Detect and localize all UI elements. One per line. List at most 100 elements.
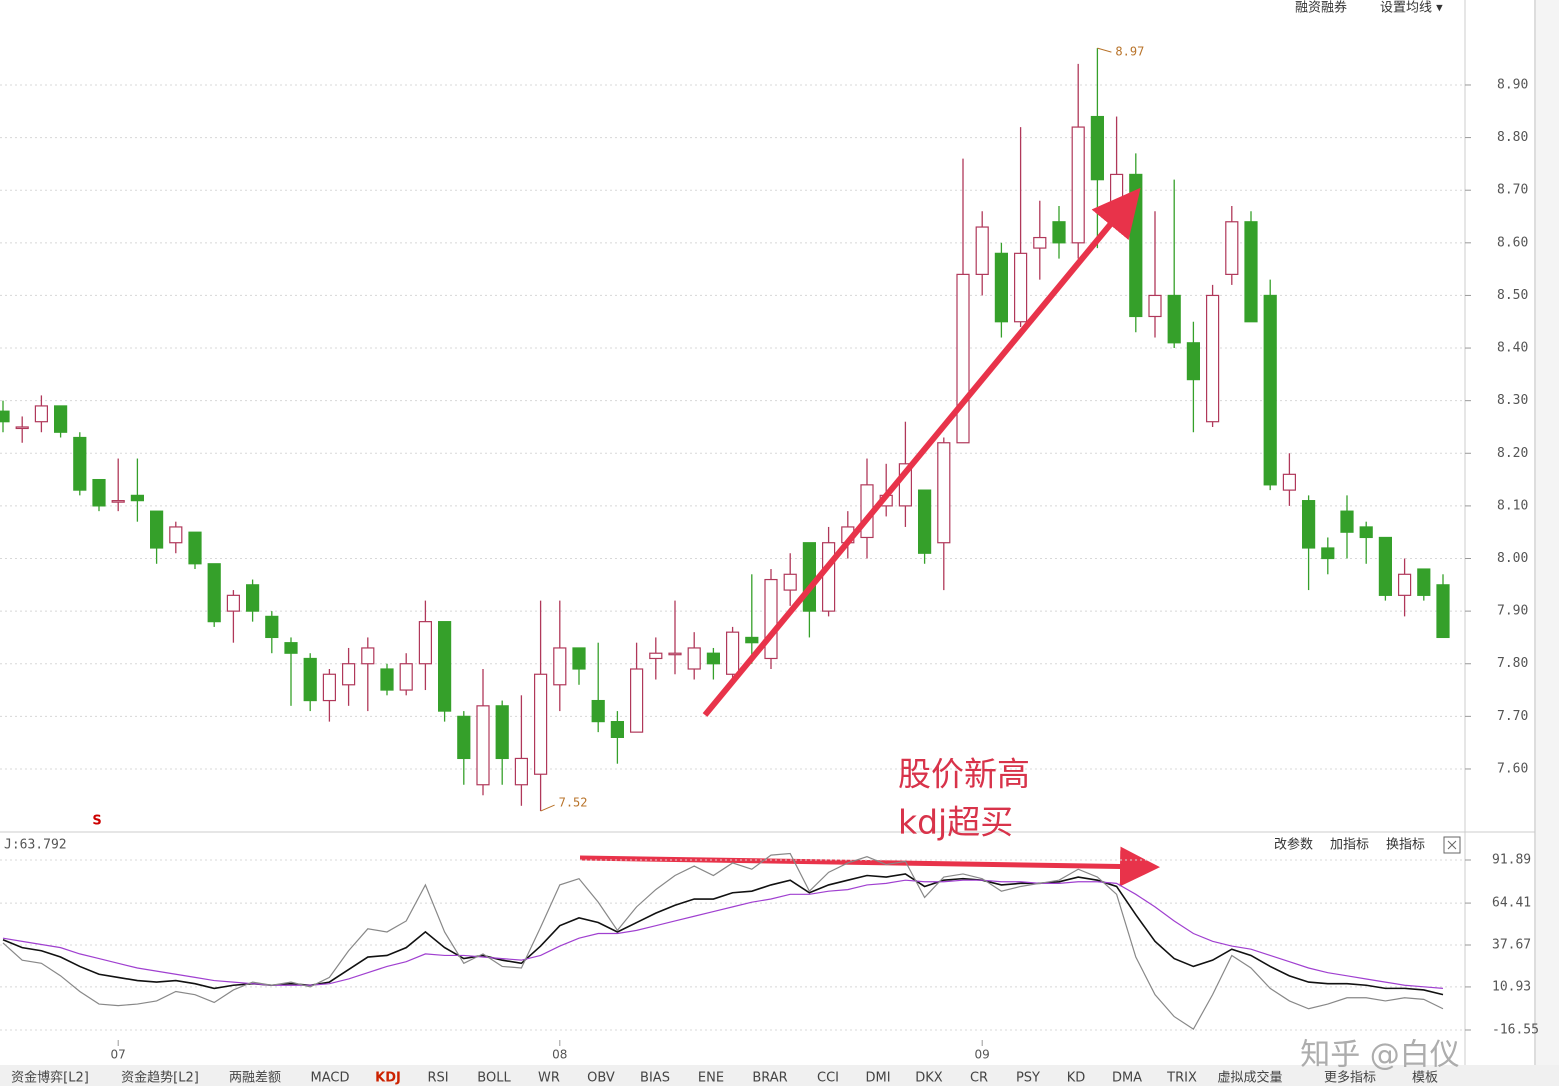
candle-body [975,226,989,275]
candle-body [130,494,144,502]
indicator-tab[interactable]: PSY [1016,1071,1040,1086]
indicator-tab[interactable]: KD [1067,1071,1086,1086]
candle-body [361,647,375,665]
candle-body [53,405,68,433]
candle-body [207,563,221,623]
candle-body [476,705,490,786]
indicator-tab[interactable]: BIAS [640,1071,670,1086]
candle-body [0,410,10,423]
candle-body [1013,252,1028,323]
candle-body [745,636,759,644]
candle-body [92,478,106,507]
candle-body [649,652,663,660]
panel-button[interactable]: 换指标 [1386,838,1425,853]
y-tick-label: 8.00 [1497,551,1528,566]
y-tick-label: 7.70 [1497,709,1528,724]
candle-body [572,647,586,670]
indicator-tab[interactable]: 虚拟成交量 [1217,1070,1282,1086]
x-tick-label: 07 [111,1048,126,1062]
indicator-tab[interactable]: 两融差额 [229,1071,281,1086]
indicator-tab[interactable]: BOLL [477,1071,511,1086]
y-tick-label: 8.50 [1497,288,1528,303]
kdj-readout: J:63.792 [4,838,67,853]
y-tick-label: 7.90 [1497,604,1528,619]
indicator-tab[interactable]: WR [538,1071,560,1086]
candle-body [514,757,529,786]
candle-body [34,405,49,423]
y-tick-label: 8.90 [1497,77,1528,92]
candle-body [956,273,970,444]
indicator-tab[interactable]: RSI [427,1071,448,1086]
candle-body [668,652,682,656]
candle-body [495,705,509,760]
indicator-tab[interactable]: ENE [698,1071,724,1086]
min-label: 7.52 [559,796,588,810]
indicator-tab[interactable]: CR [970,1071,988,1086]
candle-body [1301,500,1316,549]
indicator-tab[interactable]: BRAR [752,1071,787,1086]
panel-button[interactable]: 改参数 [1274,837,1313,853]
min-pointer [540,804,555,812]
candle-body [322,673,336,702]
candle-body [1071,126,1085,244]
candle-body [1340,510,1354,533]
annotation: kdj超买 [898,803,1013,842]
candle-body [457,715,471,760]
max-pointer [1097,47,1112,53]
y-tick-label: -16.55 [1492,1023,1539,1038]
indicator-tab[interactable]: 资金博弈[L2] [11,1070,89,1086]
candle-body [610,721,625,738]
indicator-tab[interactable]: DKX [915,1071,943,1086]
y-tick-label: 8.10 [1497,498,1528,513]
indicator-tab[interactable]: 模板 [1412,1071,1438,1086]
y-tick-label: 8.30 [1497,393,1528,408]
candle-body [169,526,183,544]
y-tick-label: 7.60 [1497,761,1528,776]
candle-body [342,663,356,686]
y-tick-label: 8.80 [1497,130,1528,145]
indicator-tab[interactable]: DMA [1112,1071,1142,1086]
candle-body [73,436,87,491]
candle-body [15,426,29,430]
candle-body [687,647,701,670]
candle-body [1359,526,1373,539]
trend-arrow [702,187,1141,717]
indicator-tab[interactable]: MACD [311,1071,350,1086]
candle-body [706,652,721,665]
indicator-tab[interactable]: OBV [587,1071,615,1086]
candle-body [725,631,740,675]
candle-body [111,500,125,503]
candle-body [1397,573,1412,596]
candle-body [1263,294,1277,486]
candle-body [1417,568,1431,596]
candle-body [1186,342,1201,381]
candle-body [1436,584,1450,639]
indicator-tab[interactable]: KDJ [375,1071,401,1086]
candle-body [783,573,797,591]
toolbar-button[interactable]: 融资融券 [1295,0,1347,16]
panel-button[interactable]: 加指标 [1330,838,1369,853]
y-tick-label: 8.60 [1497,235,1528,250]
indicator-tab[interactable]: DMI [865,1071,890,1086]
candle-body [937,442,951,544]
sidebar [1536,0,1559,1065]
candle-body [994,252,1009,323]
indicator-tab[interactable]: 更多指标 [1324,1070,1376,1086]
candle-body [553,647,567,686]
y-tick-label: 8.20 [1497,446,1528,461]
y-tick-label: 91.89 [1492,853,1531,868]
close-panel[interactable] [1443,836,1461,854]
toolbar-button[interactable]: 设置均线 ▾ [1380,1,1443,16]
candle-body [303,657,317,702]
candle-body [1378,536,1393,596]
candle-body [1109,173,1124,212]
indicator-tab[interactable]: CCI [817,1071,839,1086]
candle-body [802,542,817,612]
indicator-tab[interactable]: 资金趋势[L2] [121,1070,199,1086]
candle-body [1052,221,1066,244]
indicator-tab[interactable]: TRIX [1166,1071,1197,1086]
candle-body [188,531,202,565]
signal-mark: S [92,814,101,829]
candle-body [265,615,279,639]
